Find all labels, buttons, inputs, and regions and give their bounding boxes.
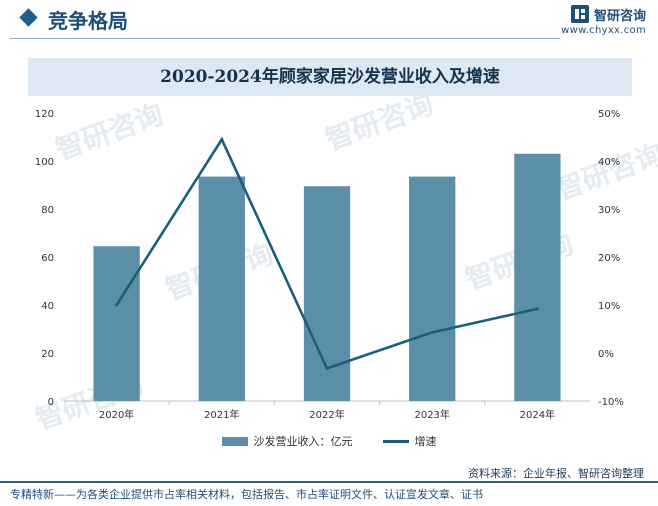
growth-point-2020年 bbox=[115, 303, 119, 307]
y-left-tick-label: 120 bbox=[35, 109, 54, 120]
x-tick-label: 2023年 bbox=[414, 408, 449, 421]
y-left-tick-label: 20 bbox=[41, 349, 54, 360]
legend-swatch-line bbox=[382, 439, 409, 443]
section-title: 竞争格局 bbox=[48, 9, 128, 33]
bar-2022年 bbox=[303, 186, 351, 401]
x-tick-label: 2021年 bbox=[204, 408, 239, 421]
brand: 智研咨询 www.chyxx.com bbox=[561, 4, 646, 36]
brand-logo-icon bbox=[570, 5, 589, 23]
y-right-tick-label: 50% bbox=[598, 109, 620, 120]
growth-point-2021年 bbox=[220, 137, 224, 141]
chart-title: 2020-2024年顾家家居沙发营业收入及增速 bbox=[160, 67, 500, 87]
x-tick-label: 2020年 bbox=[99, 408, 134, 421]
legend-item-line: 增速 bbox=[382, 433, 437, 449]
brand-url: www.chyxx.com bbox=[561, 25, 646, 36]
brand-name: 智研咨询 bbox=[593, 8, 646, 24]
y-right-tick-label: 10% bbox=[598, 301, 620, 312]
legend-item-bar: 沙发营业收入：亿元 bbox=[221, 433, 353, 449]
legend-label-line: 增速 bbox=[414, 435, 437, 448]
growth-point-2023年 bbox=[430, 330, 434, 334]
header-divider bbox=[10, 38, 560, 39]
y-right-tick-label: 30% bbox=[598, 205, 620, 216]
footer-divider bbox=[0, 481, 658, 483]
y-left-tick-label: 0 bbox=[48, 397, 54, 408]
growth-point-2024年 bbox=[535, 307, 539, 311]
legend: 沙发营业收入：亿元 增速 bbox=[0, 433, 658, 449]
y-right-tick-label: 20% bbox=[598, 253, 620, 264]
y-left-tick-label: 60 bbox=[41, 253, 54, 264]
x-tick-label: 2022年 bbox=[309, 408, 344, 421]
x-tick-label: 2024年 bbox=[520, 408, 555, 421]
chart: 智研咨询智研咨询智研咨询智研咨询智研咨询智研咨询 020406080100120… bbox=[31, 87, 658, 430]
growth-point-2022年 bbox=[325, 366, 329, 370]
y-left-tick-label: 40 bbox=[41, 301, 54, 312]
source-note: 资料来源：企业年报、智研咨询整理 bbox=[468, 467, 644, 480]
watermark-text: 智研咨询 bbox=[51, 97, 168, 166]
y-left-tick-label: 100 bbox=[35, 157, 54, 168]
y-right-tick-label: 0% bbox=[598, 349, 614, 360]
legend-swatch-bar bbox=[221, 436, 248, 446]
footer-text: 专精特新——为各类企业提供市占率相关材料，包括报告、市占率证明文件、认证宣发文章… bbox=[10, 488, 483, 501]
header: 竞争格局 智研咨询 www.chyxx.com bbox=[0, 0, 658, 42]
watermark-text: 智研咨询 bbox=[321, 87, 438, 156]
bar-2024年 bbox=[514, 153, 561, 401]
bar-2023年 bbox=[409, 176, 456, 401]
watermark-text: 智研咨询 bbox=[551, 137, 658, 206]
chart-title-bar: 2020-2024年顾家家居沙发营业收入及增速 bbox=[28, 58, 632, 96]
legend-label-bar: 沙发营业收入：亿元 bbox=[253, 435, 353, 448]
y-right-tick-label: 40% bbox=[598, 157, 620, 168]
bar-2021年 bbox=[198, 176, 245, 401]
y-right-tick-label: -10% bbox=[598, 397, 624, 408]
y-left-tick-label: 80 bbox=[41, 205, 54, 216]
bar-2020年 bbox=[93, 246, 140, 401]
